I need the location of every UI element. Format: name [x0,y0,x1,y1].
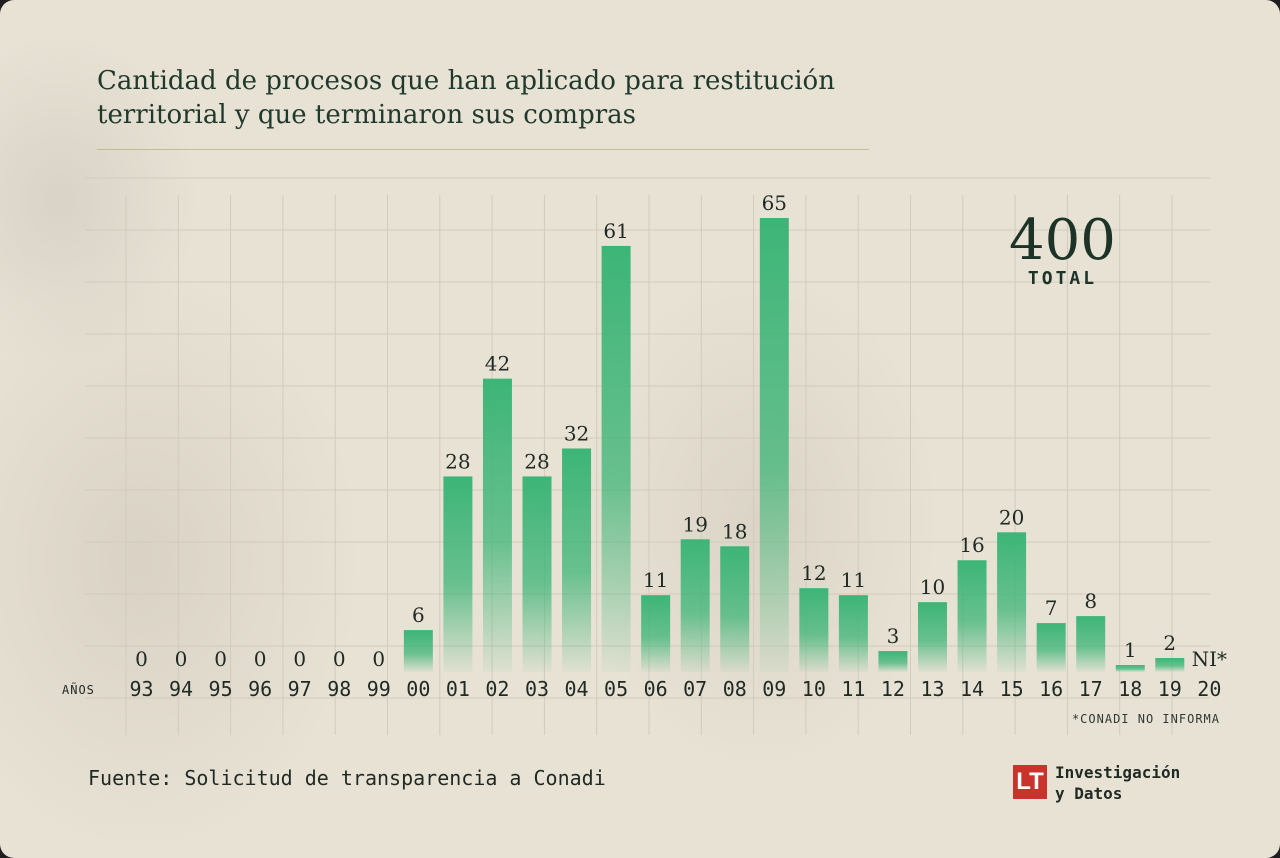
x-tick-label: 99 [367,677,391,701]
bar-value-label: 11 [841,568,866,592]
source-text: Fuente: Solicitud de transparencia a Con… [88,766,606,790]
x-tick-label: 14 [960,677,984,701]
x-tick-label: 98 [327,677,351,701]
x-tick-label: 19 [1158,677,1182,701]
bar-value-label: 0 [175,647,188,671]
x-axis-label: AÑOS [62,682,95,697]
x-tick-label: 09 [762,677,786,701]
brand-name: Investigación y Datos [1055,762,1245,804]
x-tick-label: 95 [209,677,233,701]
bar-value-label: 6 [412,603,425,627]
x-tick-label: 11 [841,677,865,701]
x-tick-label: 08 [723,677,747,701]
bar-value-label: 0 [254,647,267,671]
bar-00 [403,630,433,672]
x-tick-label: 06 [644,677,668,701]
bar-value-label: 0 [135,647,148,671]
bar-value-label: 42 [485,352,510,376]
lt-logo-icon: LT [1013,765,1047,799]
x-tick-label: 00 [406,677,430,701]
x-tick-label: 93 [129,677,153,701]
x-tick-label: 20 [1197,677,1221,701]
total-value: 400 [1009,208,1116,273]
x-tick-label: 03 [525,677,549,701]
x-tick-label: 94 [169,677,193,701]
bar-18 [1115,665,1145,672]
x-tick-label: 97 [288,677,312,701]
x-tick-label: 05 [604,677,628,701]
bar-05 [601,245,631,672]
footnote: *CONADI NO INFORMA [1071,712,1220,726]
x-tick-label: 01 [446,677,470,701]
bar-value-label: 11 [643,568,668,592]
bar-value-label: 28 [445,449,470,473]
bar-13 [918,602,947,672]
bar-value-label: 2 [1163,631,1176,655]
bar-16 [1036,623,1066,672]
x-tick-label: 16 [1039,677,1063,701]
x-tick-label: 10 [802,677,826,701]
bar-value-label: 0 [293,647,306,671]
bar-value-label: 61 [603,219,628,243]
bar-09 [759,218,789,672]
total-label: TOTAL [1027,268,1098,289]
bar-01 [443,476,473,672]
bar-value-label: 20 [999,505,1024,529]
bar-value-label: 0 [214,647,227,671]
bar-10 [799,588,829,672]
bar-02 [482,378,512,672]
bar-value-label: 0 [372,647,385,671]
x-tick-label: 12 [881,677,905,701]
bars: 0930940950960970980996002801420228033204… [129,191,1227,701]
bar-12 [878,651,908,672]
bar-08 [720,546,750,672]
bar-value-label: 18 [722,519,747,543]
x-tick-label: 15 [1000,677,1024,701]
bar-04 [562,448,592,672]
bar-17 [1076,616,1106,672]
bar-value-label: 28 [524,449,549,473]
bar-14 [957,560,987,672]
brand-line-1: Investigación [1055,763,1181,782]
bar-value-label: 19 [682,512,707,536]
bar-value-label: 12 [801,561,826,585]
brand-line-2: y Datos [1055,784,1123,803]
bar-value-label: 10 [920,575,945,599]
x-tick-label: 18 [1118,677,1142,701]
bar-19 [1155,658,1185,672]
bar-value-label: 0 [333,647,346,671]
bar-value-label: 32 [564,421,589,445]
bar-07 [680,539,710,672]
bar-value-label: 1 [1124,638,1137,662]
bar-value-label: 8 [1084,589,1097,613]
chart-grid [85,177,1210,735]
x-tick-label: 04 [565,677,589,701]
bar-value-label: 7 [1045,596,1058,620]
x-tick-label: 13 [920,677,944,701]
bar-value-label: 3 [887,624,900,648]
bar-15 [997,532,1027,672]
bar-value-label: 16 [959,533,984,557]
x-tick-label: 07 [683,677,707,701]
bar-value-label: 65 [762,191,787,215]
x-tick-label: 02 [485,677,509,701]
bar-11 [838,595,868,672]
bar-value-label: NI* [1192,647,1227,671]
bar-06 [641,595,671,672]
x-tick-label: 96 [248,677,272,701]
x-tick-label: 17 [1079,677,1103,701]
chart-title: Cantidad de procesos que han aplicado pa… [97,66,835,130]
bar-03 [522,476,552,672]
title-divider [97,149,869,150]
